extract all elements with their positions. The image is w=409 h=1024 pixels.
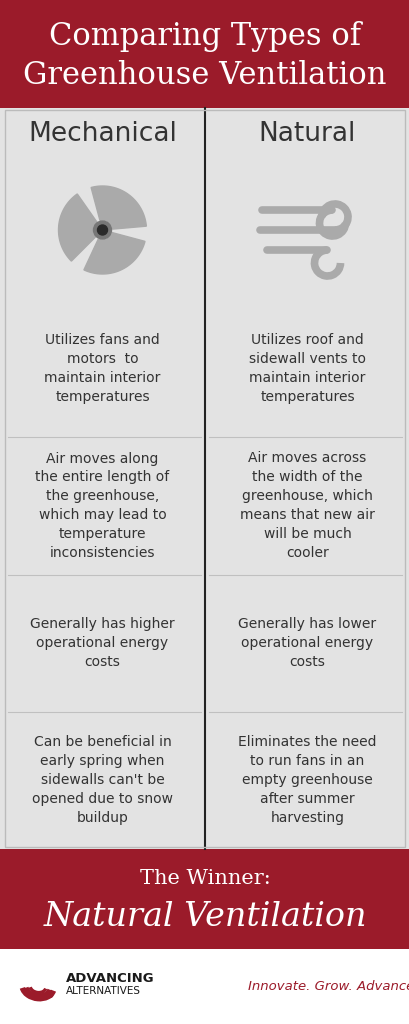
Circle shape (47, 991, 53, 997)
Bar (0, 0, 409, 108)
Text: Can be beneficial in
early spring when
sidewalls can't be
opened due to snow
bui: Can be beneficial in early spring when s… (32, 735, 173, 825)
Text: Utilizes roof and
sidewall vents to
maintain interior
temperatures: Utilizes roof and sidewall vents to main… (248, 333, 365, 404)
Text: Generally has lower
operational energy
costs: Generally has lower operational energy c… (238, 617, 375, 669)
Bar (0, 949, 409, 1024)
Circle shape (93, 221, 111, 239)
Text: Mechanical: Mechanical (28, 121, 177, 147)
Text: The Winner:: The Winner: (139, 869, 270, 889)
Polygon shape (58, 194, 97, 261)
Text: Generally has higher
operational energy
costs: Generally has higher operational energy … (30, 617, 174, 669)
Text: Air moves along
the entire length of
the greenhouse,
which may lead to
temperatu: Air moves along the entire length of the… (35, 452, 169, 560)
Bar (0, 849, 409, 949)
Text: Eliminates the need
to run fans in an
empty greenhouse
after summer
harvesting: Eliminates the need to run fans in an em… (238, 735, 376, 825)
Text: ADVANCING: ADVANCING (66, 972, 154, 985)
Text: Air moves across
the width of the
greenhouse, which
means that new air
will be m: Air moves across the width of the greenh… (240, 452, 374, 560)
Circle shape (97, 225, 107, 234)
Polygon shape (91, 186, 146, 229)
Text: Innovate. Grow. Advance.: Innovate. Grow. Advance. (247, 980, 409, 993)
Text: Natural Ventilation: Natural Ventilation (43, 901, 366, 933)
Bar (0, 108, 409, 849)
Text: Comparing Types of: Comparing Types of (49, 20, 360, 51)
Text: ALTERNATIVES: ALTERNATIVES (66, 985, 141, 995)
Text: Natural: Natural (258, 121, 355, 147)
Polygon shape (84, 232, 145, 274)
Bar (5, 110, 404, 847)
Text: Greenhouse Ventilation: Greenhouse Ventilation (23, 60, 386, 91)
Text: Utilizes fans and
motors  to
maintain interior
temperatures: Utilizes fans and motors to maintain int… (44, 333, 160, 404)
